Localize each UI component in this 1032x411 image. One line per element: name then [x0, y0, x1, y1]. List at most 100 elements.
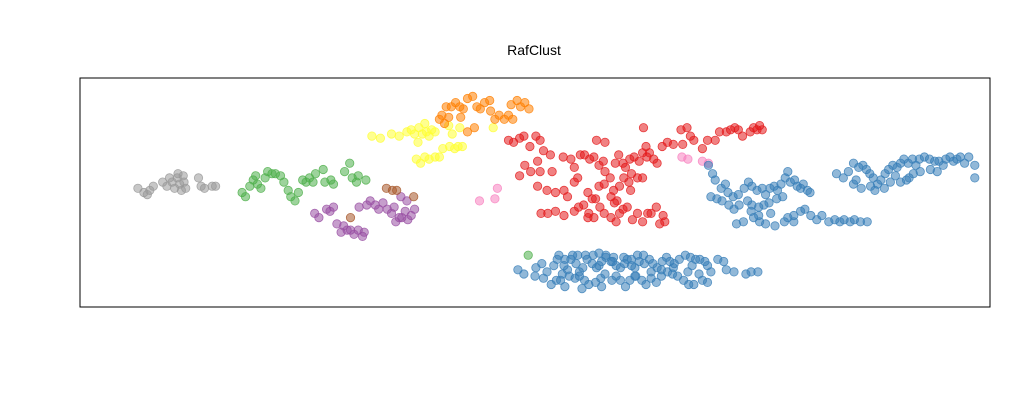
scatter-point: [530, 271, 540, 281]
scatter-point: [519, 131, 529, 141]
scatter-point: [970, 160, 980, 170]
scatter-point: [523, 250, 533, 260]
scatter-point: [706, 192, 716, 202]
scatter-point: [400, 206, 410, 216]
scatter-point: [181, 183, 191, 193]
scatter-point: [600, 167, 610, 177]
scatter-point: [485, 95, 495, 106]
scatter-point: [413, 137, 423, 147]
scatter-point: [328, 179, 339, 189]
scatter-point: [843, 167, 854, 177]
scatter-point: [290, 196, 300, 206]
scatter-point: [627, 215, 638, 225]
scatter-point: [632, 208, 643, 218]
scatter-point: [558, 152, 568, 162]
scatter-point: [776, 179, 786, 189]
scatter-point: [469, 123, 479, 133]
scatter-point: [458, 104, 468, 114]
scatter-point: [651, 277, 661, 287]
scatter-point: [378, 198, 388, 208]
scatter-point: [599, 179, 609, 189]
scatter-point: [637, 217, 648, 227]
scatter-point: [550, 206, 561, 216]
scatter-point: [591, 135, 602, 145]
scatter-point: [599, 208, 609, 218]
scatter-point: [573, 202, 584, 212]
scatter-point: [434, 152, 444, 162]
scatter-point: [721, 265, 731, 275]
scatter-point: [524, 104, 534, 114]
scatter-point: [757, 125, 767, 135]
scatter-point: [550, 187, 561, 198]
scatter-point: [353, 171, 363, 181]
scatter-point: [634, 156, 644, 166]
scatter-point: [625, 185, 636, 195]
scatter-point: [389, 202, 399, 212]
scatter-point: [646, 267, 656, 277]
scatter-point: [925, 164, 936, 175]
scatter-point: [772, 194, 782, 204]
scatter-point: [766, 208, 776, 218]
scatter-point: [783, 167, 793, 177]
scatter-point: [964, 152, 974, 162]
scatter-point: [573, 173, 583, 183]
scatter-point: [608, 256, 618, 267]
scatter-point: [600, 137, 610, 147]
scatter-point: [689, 135, 699, 145]
scatter-point: [573, 250, 583, 260]
scatter-point: [409, 204, 420, 214]
scatter-point: [959, 158, 970, 168]
scatter-point: [589, 152, 599, 162]
scatter-point: [622, 202, 632, 212]
scatter-point: [702, 135, 713, 145]
scatter-point: [590, 194, 601, 204]
scatter-point: [720, 179, 731, 189]
scatter-point: [148, 181, 158, 191]
scatter-point: [876, 175, 886, 185]
scatter-point: [646, 208, 656, 218]
scatter-point: [742, 196, 753, 206]
scatter-point: [601, 250, 611, 260]
scatter-point: [578, 263, 588, 273]
scatter-point: [595, 202, 605, 212]
scatter-point: [702, 277, 713, 287]
scatter-point: [651, 202, 661, 212]
scatter-point: [193, 173, 204, 183]
scatter-point: [970, 173, 980, 183]
scatter-point: [447, 129, 457, 139]
scatter-point: [885, 177, 895, 187]
scatter-point: [753, 267, 763, 277]
scatter-point: [760, 190, 771, 200]
scatter-point: [583, 187, 593, 198]
scatter-point: [359, 227, 369, 237]
scatter-point: [779, 217, 790, 227]
scatter-point: [314, 213, 324, 223]
scatter-point: [439, 118, 450, 129]
scatter-point: [488, 123, 498, 133]
scatter-point: [251, 171, 261, 181]
scatter-point: [455, 123, 465, 133]
scatter-point: [630, 271, 640, 281]
scatter-point: [525, 141, 535, 152]
scatter-point: [554, 250, 564, 260]
scatter-point: [562, 192, 573, 202]
scatter-point: [537, 258, 547, 269]
scatter-point: [710, 175, 720, 185]
scatter-point: [560, 281, 570, 292]
scatter-point: [559, 210, 569, 221]
points-layer: [133, 91, 980, 294]
scatter-point: [199, 183, 210, 193]
scatter-point: [904, 173, 914, 183]
scatter-point: [468, 91, 478, 102]
scatter-point: [733, 190, 743, 200]
scatter-point: [600, 269, 610, 279]
scatter-point: [731, 219, 742, 229]
scatter-point: [508, 114, 518, 124]
scatter-point: [386, 129, 397, 139]
scatter-point: [490, 194, 500, 204]
scatter-point: [729, 267, 739, 277]
scatter-point: [532, 181, 543, 191]
scatter-point: [492, 183, 502, 193]
scatter-point: [895, 177, 906, 187]
